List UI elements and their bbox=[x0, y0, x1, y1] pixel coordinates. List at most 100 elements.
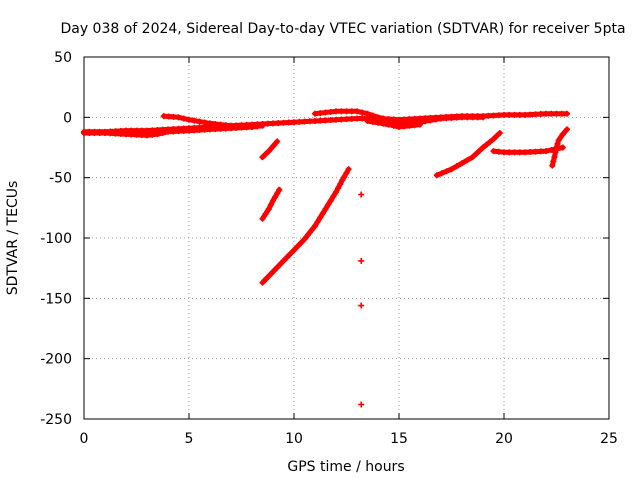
data-point bbox=[196, 127, 203, 134]
data-point bbox=[228, 122, 234, 129]
data-point bbox=[262, 210, 269, 217]
x-tick-label: 25 bbox=[600, 431, 618, 447]
data-point bbox=[207, 126, 213, 133]
data-point bbox=[294, 243, 301, 250]
data-point bbox=[272, 193, 279, 200]
data-point bbox=[312, 222, 318, 229]
data-point bbox=[396, 123, 402, 130]
data-point bbox=[432, 116, 439, 123]
data-point bbox=[433, 172, 440, 179]
data-point bbox=[358, 191, 365, 198]
data-point bbox=[312, 110, 318, 117]
data-point bbox=[487, 138, 493, 145]
data-point bbox=[348, 108, 355, 115]
data-point bbox=[483, 141, 490, 148]
data-point bbox=[201, 126, 208, 133]
data-point bbox=[564, 110, 570, 117]
y-tick-label: 0 bbox=[63, 110, 72, 126]
data-point bbox=[333, 189, 339, 196]
data-point bbox=[543, 110, 549, 117]
data-point bbox=[480, 144, 486, 151]
data-points bbox=[81, 108, 570, 408]
x-axis-label: GPS time / hours bbox=[287, 459, 404, 475]
data-point bbox=[422, 118, 429, 125]
data-point bbox=[490, 112, 497, 119]
data-point bbox=[359, 109, 366, 116]
data-point bbox=[296, 118, 303, 125]
data-point bbox=[277, 261, 283, 268]
y-tick-label: 50 bbox=[54, 50, 72, 66]
data-point bbox=[564, 126, 570, 133]
data-point bbox=[330, 193, 337, 200]
data-point bbox=[270, 143, 276, 150]
data-point bbox=[319, 210, 326, 217]
y-tick-label: -100 bbox=[40, 231, 72, 247]
data-point bbox=[301, 236, 308, 243]
data-series-track-h bbox=[260, 166, 352, 286]
data-point bbox=[558, 110, 565, 117]
y-axis-label: SDTVAR / TECUs bbox=[5, 181, 21, 296]
y-tick-label: -50 bbox=[49, 171, 72, 187]
data-point bbox=[551, 154, 558, 161]
data-point bbox=[86, 130, 93, 137]
data-point bbox=[222, 122, 229, 129]
data-point bbox=[314, 218, 321, 225]
data-point bbox=[276, 186, 283, 193]
data-point bbox=[112, 130, 119, 137]
data-point bbox=[354, 115, 360, 122]
data-point bbox=[358, 257, 365, 264]
data-point bbox=[343, 169, 350, 176]
data-point bbox=[175, 114, 182, 121]
data-point bbox=[91, 130, 98, 137]
data-point bbox=[476, 147, 483, 154]
x-tick-label: 5 bbox=[185, 431, 194, 447]
data-point bbox=[107, 130, 114, 137]
data-point bbox=[175, 128, 182, 135]
data-point bbox=[81, 130, 87, 137]
data-point bbox=[275, 120, 282, 127]
x-axis: 0 5 10 15 20 25 bbox=[80, 57, 618, 447]
data-point bbox=[335, 185, 342, 192]
data-point bbox=[212, 120, 219, 127]
data-point bbox=[338, 116, 345, 123]
data-point bbox=[493, 133, 500, 140]
data-point bbox=[159, 130, 166, 137]
data-point bbox=[443, 168, 450, 175]
data-point bbox=[469, 154, 476, 161]
data-point bbox=[506, 111, 513, 118]
data-point bbox=[427, 117, 434, 124]
data-point bbox=[287, 250, 294, 257]
data-point bbox=[285, 119, 292, 126]
data-point bbox=[243, 123, 250, 130]
data-point bbox=[559, 144, 566, 151]
data-point bbox=[438, 170, 445, 177]
data-point bbox=[327, 197, 334, 204]
x-tick-label: 15 bbox=[390, 431, 408, 447]
data-point bbox=[154, 131, 161, 138]
data-point bbox=[306, 118, 313, 125]
data-point bbox=[375, 114, 381, 121]
data-point bbox=[495, 112, 502, 119]
data-point bbox=[186, 116, 192, 123]
data-point bbox=[274, 190, 281, 197]
data-point bbox=[259, 122, 266, 129]
data-point bbox=[549, 162, 556, 169]
data-point bbox=[102, 130, 108, 137]
chart-title: Day 038 of 2024, Sidereal Day-to-day VTE… bbox=[60, 21, 625, 37]
data-point bbox=[262, 151, 269, 158]
data-point bbox=[343, 116, 350, 123]
data-point bbox=[322, 109, 329, 116]
data-point bbox=[317, 117, 324, 124]
y-tick-label: -250 bbox=[40, 412, 72, 428]
data-point bbox=[473, 150, 479, 157]
data-point bbox=[298, 239, 304, 246]
data-point bbox=[358, 302, 365, 309]
data-point bbox=[117, 130, 124, 137]
data-point bbox=[123, 131, 129, 138]
data-point bbox=[496, 130, 503, 137]
data-point bbox=[322, 206, 329, 213]
data-point bbox=[364, 110, 371, 117]
data-point bbox=[312, 117, 318, 124]
data-point bbox=[263, 276, 269, 283]
data-point bbox=[495, 148, 502, 155]
